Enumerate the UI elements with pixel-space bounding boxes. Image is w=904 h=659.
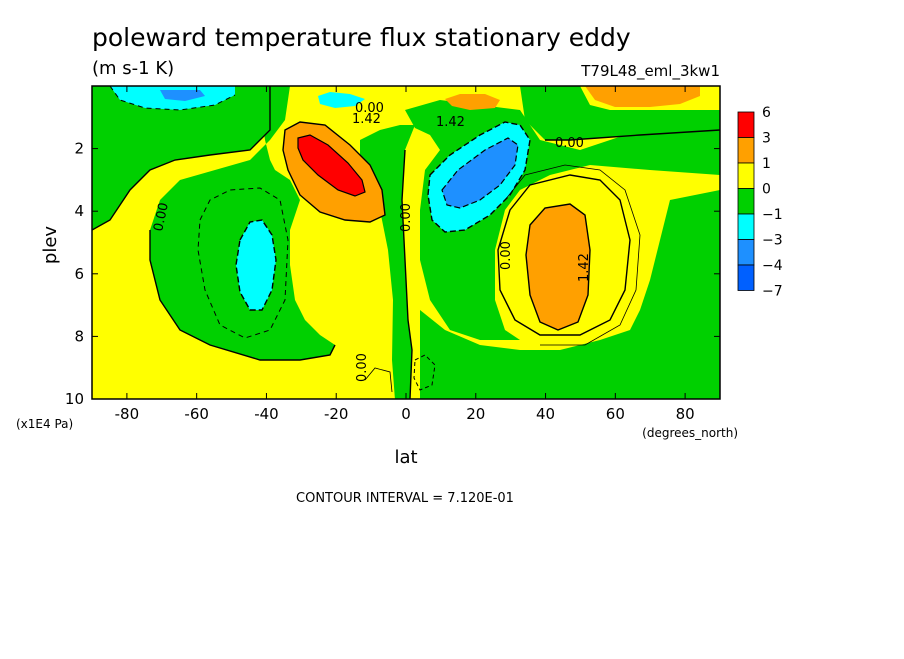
contour-line-equator <box>401 149 413 399</box>
x-tick-label: -60 <box>184 405 209 423</box>
x-tick-label: 0 <box>401 405 411 423</box>
region-neg-south <box>92 86 335 360</box>
contour-labels: 0.00 0.00 0.00 0.00 0.00 1.42 1.42 1.42 … <box>151 101 592 382</box>
x-tick-label: -40 <box>254 405 279 423</box>
colorbar: 6 3 1 0 −1 −3 −4 −7 <box>737 105 783 300</box>
y-tick-label: 10 <box>65 390 84 408</box>
colorbar-label: 0 <box>762 182 771 198</box>
plot-area: 0.00 0.00 0.00 0.00 0.00 1.42 1.42 1.42 … <box>65 85 721 423</box>
colorbar-label: 1 <box>762 156 771 172</box>
contour-line-red-inner <box>297 134 366 197</box>
contour-interval: CONTOUR INTERVAL = 7.120E-01 <box>296 491 514 506</box>
contour-lines <box>92 86 720 399</box>
contour-line-bottom-south-thin <box>364 367 393 393</box>
contour-line-bottom-small <box>413 354 436 391</box>
chart-units: (m s-1 K) <box>92 58 174 79</box>
y-tick-label: 8 <box>74 327 84 345</box>
colorbar-swatch <box>737 137 755 164</box>
region-neg-south-cyan <box>236 220 276 310</box>
contour-label: 0.00 <box>399 203 414 232</box>
filled-contours <box>92 86 720 399</box>
region-neg-top-mid <box>318 92 365 108</box>
colorbar-swatch <box>737 213 755 240</box>
x-tick-label: 60 <box>606 405 625 423</box>
x-axis-label: lat <box>394 447 417 468</box>
colorbar-swatch <box>737 264 755 291</box>
colorbar-label: −7 <box>762 284 783 300</box>
x-tick-label: 20 <box>466 405 485 423</box>
x-ticks: -80 -60 -40 -20 0 20 40 60 80 <box>115 86 695 423</box>
contour-line-south-dashed <box>197 187 289 339</box>
contour-line-nh-yellow-edge <box>497 174 631 336</box>
region-neg-nh-lower <box>420 190 720 399</box>
contour-line-zero-south2 <box>92 86 271 231</box>
contour-label: 0.00 <box>355 353 370 382</box>
chart-title: poleward temperature flux stationary edd… <box>92 23 631 52</box>
region-neg-southwest <box>92 86 270 230</box>
region-pos-top-right <box>585 86 700 107</box>
x-tick-label: 40 <box>536 405 555 423</box>
colorbar-swatch <box>737 188 755 215</box>
contour-line-nh-orange-edge <box>525 203 591 331</box>
contour-label: 0.00 <box>555 136 584 151</box>
region-neg-equator <box>360 125 415 399</box>
contour-line-nh-blue-edge <box>441 137 519 209</box>
region-neg-top-right <box>520 86 720 140</box>
contour-line-top-left-dash <box>109 86 236 111</box>
contour-label: 0.00 <box>355 101 384 116</box>
contour-line-red-core <box>282 121 386 223</box>
colorbar-label: −3 <box>762 233 783 249</box>
colorbar-swatch <box>737 162 755 189</box>
contour-label: 0.00 <box>499 241 514 270</box>
contour-line-nh-thin <box>504 164 641 346</box>
colorbar-swatch <box>737 111 755 138</box>
colorbar-label: −4 <box>762 258 783 274</box>
y-axis-units: (x1E4 Pa) <box>16 417 73 431</box>
colorbar-label: 6 <box>762 105 771 121</box>
contour-label: 1.42 <box>352 112 381 127</box>
region-neg-top-left-core <box>160 90 205 101</box>
y-tick-label: 4 <box>74 202 84 220</box>
colorbar-label: −1 <box>762 207 783 223</box>
colorbar-swatch <box>737 239 755 266</box>
experiment-label: T79L48_eml_3kw1 <box>580 62 720 81</box>
contour-label: 1.42 <box>577 253 592 282</box>
contour-line-zero-south <box>149 230 336 361</box>
x-tick-label: 80 <box>676 405 695 423</box>
region-pos-top-nh <box>445 94 500 110</box>
y-axis-label: plev <box>40 226 61 265</box>
contour-label: 0.00 <box>151 201 172 232</box>
x-tick-label: -20 <box>324 405 349 423</box>
contour-line-top-right <box>545 129 720 141</box>
region-neg-nh-blue <box>442 138 518 208</box>
y-tick-label: 2 <box>74 140 84 158</box>
x-tick-label: -80 <box>115 405 140 423</box>
region-pos-nh-blob <box>526 204 590 330</box>
region-neg-bottom-right <box>620 390 720 399</box>
y-ticks: 2 4 6 8 10 <box>65 140 720 408</box>
region-pos-south-red <box>298 135 365 196</box>
contour-line-south-cyan-edge <box>235 219 277 311</box>
contour-label: 1.42 <box>436 115 465 130</box>
y-tick-label: 6 <box>74 265 84 283</box>
x-axis-units: (degrees_north) <box>642 426 738 440</box>
colorbar-label: 3 <box>762 131 771 147</box>
